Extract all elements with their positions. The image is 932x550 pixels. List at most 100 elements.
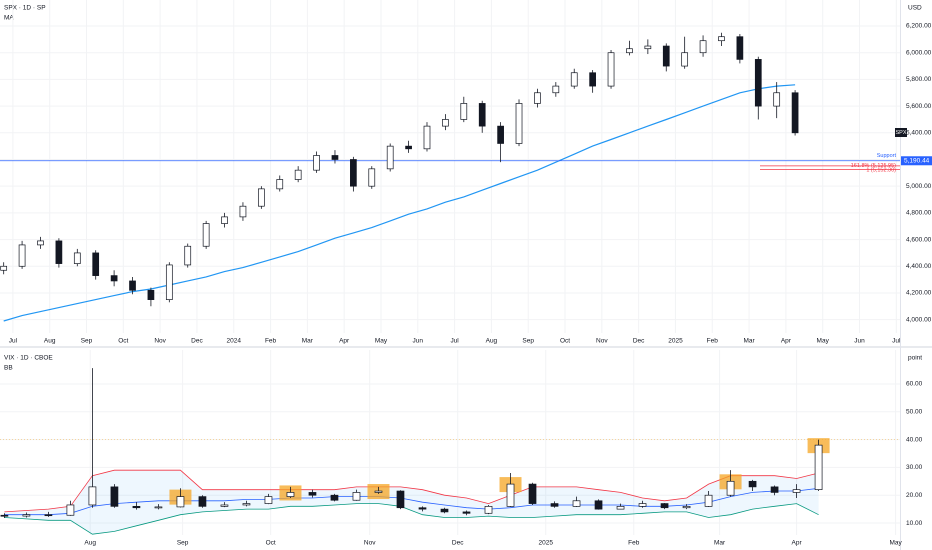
candle-body — [462, 511, 471, 514]
x-tick-label: Nov — [596, 338, 608, 345]
candle-body — [165, 264, 173, 300]
candle-body — [239, 205, 247, 218]
x-tick-label: Dec — [191, 338, 203, 345]
x-tick-label: Apr — [339, 338, 350, 345]
candle-body — [681, 52, 689, 67]
x-tick-label: Mar — [302, 338, 314, 345]
candle-body — [718, 36, 725, 42]
candle-body — [626, 48, 633, 54]
candle-body — [202, 223, 210, 247]
x-tick-label: Aug — [486, 338, 498, 345]
band-upper — [4, 469, 819, 513]
candle-body — [552, 85, 560, 94]
indicator-name: BB — [4, 365, 13, 372]
candle-body — [405, 145, 412, 150]
indicator-name: MA — [4, 15, 14, 22]
candle-body — [814, 444, 823, 491]
y-tick-label: 5,400.00 — [906, 130, 932, 137]
x-tick-label: Oct — [118, 338, 128, 345]
candle-body — [506, 483, 515, 507]
axis-unit: USD — [908, 5, 922, 12]
candle-body — [37, 240, 44, 246]
candle-body — [638, 503, 647, 507]
candle-body — [374, 490, 383, 493]
x-tick-label: Jun — [854, 338, 865, 345]
candle-body — [368, 168, 376, 187]
y-tick-label: 40.00 — [906, 436, 923, 443]
y-tick-label: 6,200.00 — [906, 23, 932, 30]
candle-body — [515, 103, 523, 144]
candle-body — [308, 492, 317, 496]
price-label: SPX — [895, 130, 906, 136]
candle-body — [0, 514, 9, 517]
x-tick-label: Feb — [707, 338, 719, 345]
y-tick-label: 60.00 — [906, 381, 923, 388]
x-tick-label: May — [817, 338, 830, 345]
candle-body — [198, 496, 207, 507]
x-tick-label: May — [889, 540, 902, 547]
candle-body — [607, 52, 615, 87]
candle-body — [528, 483, 537, 504]
candle-body — [110, 486, 119, 507]
candle-body — [88, 486, 97, 506]
candle-body — [423, 125, 431, 150]
band-basis — [4, 487, 819, 516]
candle-body — [129, 280, 136, 291]
y-tick-label: 6,000.00 — [906, 49, 932, 56]
candle-body — [773, 92, 781, 107]
y-tick-label: 50.00 — [906, 408, 923, 415]
candle-body — [440, 508, 449, 513]
x-tick-label: Feb — [265, 338, 277, 345]
candle-body — [644, 45, 652, 50]
x-tick-label: Jul — [9, 338, 18, 345]
x-tick-label: Dec — [633, 338, 645, 345]
x-tick-label: 2025 — [538, 540, 553, 547]
candle-body — [294, 169, 302, 180]
band-fill — [4, 470, 819, 535]
candle-body — [313, 155, 320, 171]
candle-body — [220, 504, 229, 507]
candle-body — [570, 72, 578, 87]
candle-body — [682, 505, 691, 509]
candle-body — [589, 72, 596, 87]
x-tick-label: Mar — [743, 338, 755, 345]
y-tick-label: 4,200.00 — [906, 290, 932, 297]
x-tick-label: Aug — [44, 338, 56, 345]
level-value-label: 5,190.44 — [904, 157, 930, 164]
x-tick-label: Nov — [154, 338, 166, 345]
candle-body — [791, 92, 799, 134]
x-tick-label: Oct — [266, 540, 276, 547]
y-tick-label: 4,800.00 — [906, 210, 932, 217]
x-tick-label: Sep — [522, 338, 534, 345]
candle-body — [460, 103, 468, 120]
candle-body — [726, 480, 735, 496]
candle-body — [736, 36, 744, 60]
candle-body — [534, 92, 541, 104]
candle-body — [754, 59, 762, 107]
candle-body — [352, 492, 361, 501]
candle-body — [699, 40, 707, 54]
x-tick-label: Jun — [413, 338, 424, 345]
candle-body — [242, 503, 251, 506]
candle-body — [92, 252, 100, 276]
x-tick-label: 2025 — [668, 338, 683, 345]
candle-body — [18, 244, 26, 267]
x-tick-label: May — [375, 338, 388, 345]
level-value-box — [901, 156, 932, 166]
candle-body — [660, 503, 669, 509]
candle-body — [418, 507, 427, 510]
y-tick-label: 30.00 — [906, 464, 923, 471]
candle-body — [792, 489, 801, 493]
candle-body — [147, 289, 155, 300]
candle-body — [748, 480, 757, 488]
x-tick-label: Jul — [450, 338, 459, 345]
moving-average — [3, 84, 796, 322]
candle-body — [264, 496, 273, 504]
candle-body — [286, 492, 295, 497]
candle-body — [396, 490, 405, 509]
y-tick-label: 5,600.00 — [906, 103, 932, 110]
y-tick-label: 4,000.00 — [906, 316, 932, 323]
x-tick-label: Feb — [628, 540, 640, 547]
